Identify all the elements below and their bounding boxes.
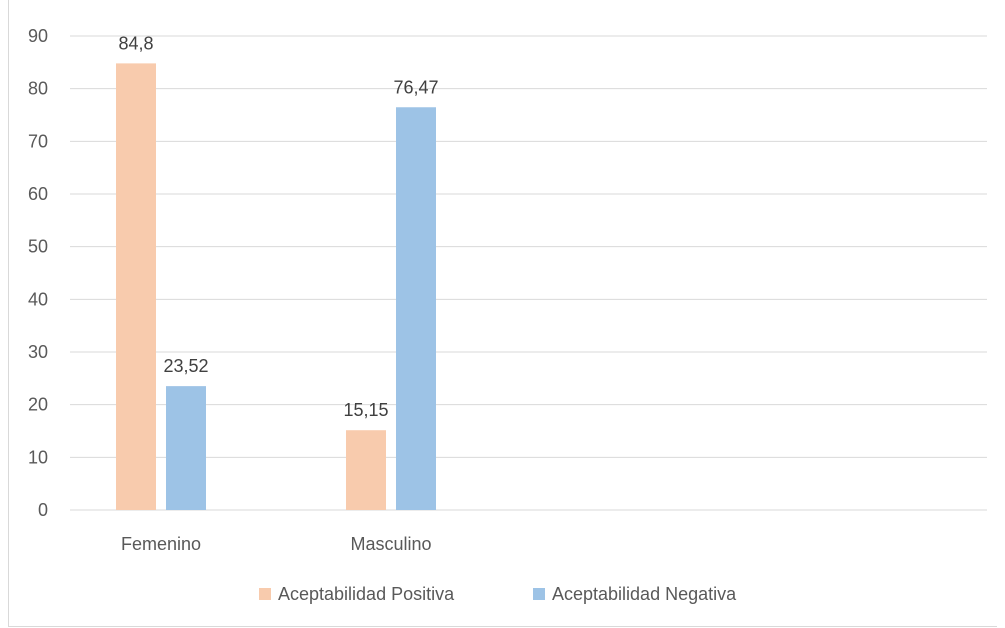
y-tick-label-30: 30 [28, 342, 48, 362]
data-label-femenino-series-2: 23,52 [163, 356, 208, 376]
bar-femenino-series-1 [116, 63, 156, 511]
data-label-masculino-series-1: 15,15 [343, 400, 388, 420]
legend-label-1: Aceptabilidad Positiva [278, 584, 455, 604]
x-tick-label-femenino: Femenino [121, 534, 201, 554]
y-tick-label-20: 20 [28, 395, 48, 415]
bar-masculino-series-2 [396, 107, 436, 511]
y-tick-label-90: 90 [28, 26, 48, 46]
legend-swatch-2 [533, 588, 545, 600]
y-tick-label-70: 70 [28, 131, 48, 151]
bar-femenino-series-2 [166, 386, 206, 510]
x-tick-label-masculino: Masculino [350, 534, 431, 554]
y-tick-label-60: 60 [28, 184, 48, 204]
data-label-masculino-series-2: 76,47 [393, 77, 438, 97]
data-label-femenino-series-1: 84,8 [118, 33, 153, 53]
chart-frame [8, 0, 997, 627]
y-tick-label-0: 0 [38, 500, 48, 520]
y-tick-label-50: 50 [28, 237, 48, 257]
y-tick-label-80: 80 [28, 79, 48, 99]
bar-masculino-series-1 [346, 430, 386, 510]
y-tick-label-10: 10 [28, 447, 48, 467]
y-tick-label-40: 40 [28, 289, 48, 309]
legend-swatch-1 [259, 588, 271, 600]
legend-label-2: Aceptabilidad Negativa [552, 584, 737, 604]
